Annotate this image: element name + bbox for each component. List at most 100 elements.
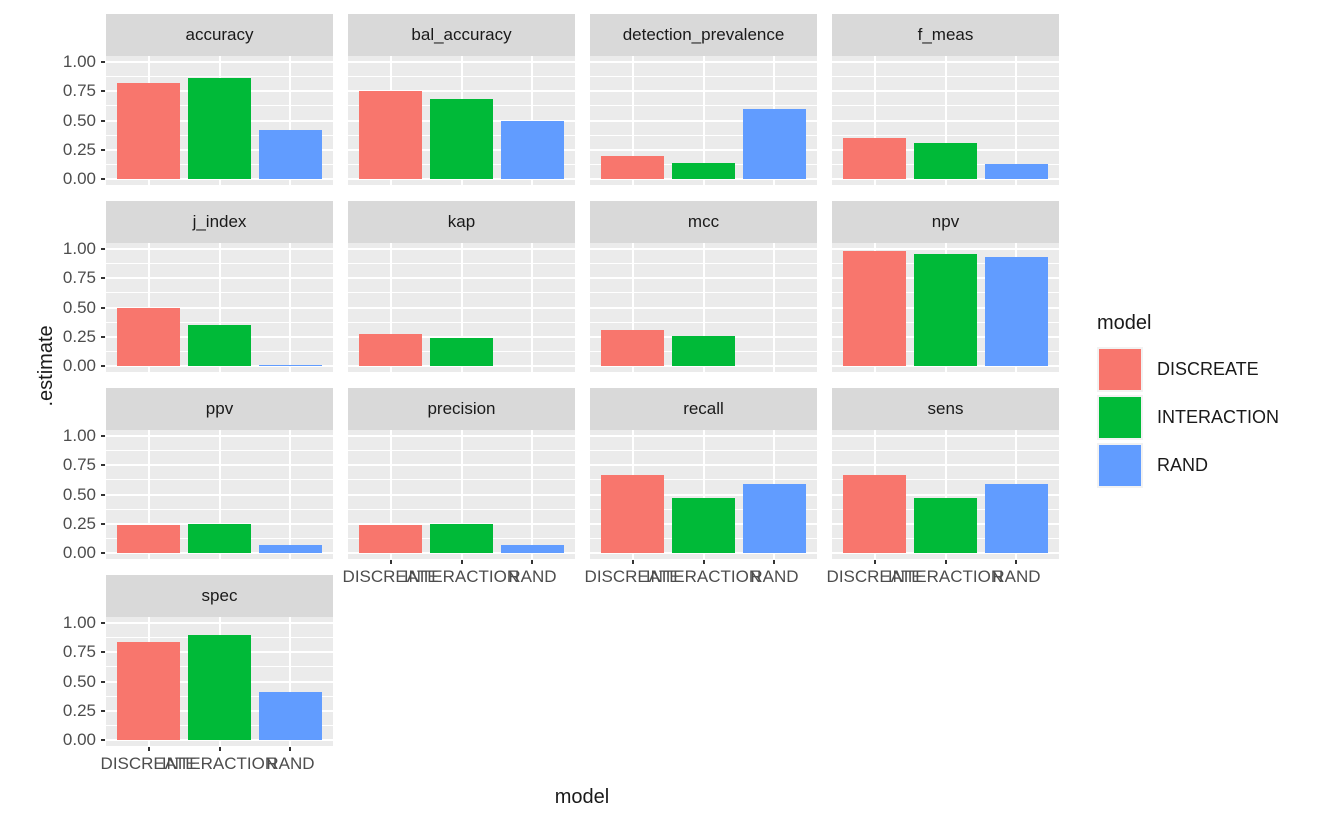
facet-title: ppv [205, 399, 234, 418]
y-tick-label: 0.50 [62, 671, 96, 691]
y-tick-label: 0.50 [62, 297, 96, 317]
vertical-gridline [531, 243, 534, 372]
facet-panel [590, 243, 817, 372]
y-tick-mark [101, 739, 105, 741]
bar-discreate [600, 474, 665, 553]
x-tick-label: RAND [266, 754, 315, 773]
facet-title: npv [931, 212, 960, 231]
y-tick-mark [101, 365, 105, 367]
y-tick-mark [101, 277, 105, 280]
bar-interaction [913, 142, 978, 179]
y-tick-label: 0.25 [62, 513, 96, 533]
bar-interaction [429, 523, 494, 553]
facet-strip: sens [832, 388, 1059, 430]
vertical-gridline [289, 56, 292, 185]
facet-title: precision [427, 399, 496, 418]
x-tick-label: RAND [750, 567, 799, 586]
y-tick-mark [101, 552, 105, 554]
vertical-gridline [389, 430, 392, 559]
x-tick-label: RAND [508, 567, 557, 586]
x-tick-label: DISCREATE [342, 567, 439, 586]
vertical-gridline [389, 243, 392, 372]
bar-rand [742, 108, 807, 179]
bar-rand [984, 257, 1049, 366]
legend-swatch [1097, 395, 1143, 440]
vertical-gridline [1015, 56, 1018, 185]
bar-rand [984, 483, 1049, 553]
facet-title: bal_accuracy [411, 25, 512, 44]
vertical-gridline [218, 243, 221, 372]
y-tick-label: 0.75 [62, 455, 96, 475]
bar-interaction [187, 325, 252, 366]
y-tick-label: 1.00 [62, 426, 96, 445]
bar-interaction [429, 337, 494, 366]
facet-title: f_meas [917, 25, 974, 44]
y-tick-label: 0.50 [62, 110, 96, 130]
bar-discreate [116, 83, 181, 179]
x-tick-mark [631, 560, 634, 564]
x-tick-mark [289, 747, 292, 751]
y-tick-label: 0.75 [62, 81, 96, 101]
vertical-gridline [873, 56, 876, 185]
legend-item: INTERACTION [1097, 395, 1279, 440]
y-tick-mark [101, 680, 105, 683]
y-tick-mark [101, 90, 105, 93]
bar-discreate [116, 641, 181, 740]
x-tick-label: INTERACTION [645, 567, 762, 586]
facet-strip: accuracy [106, 14, 333, 56]
y-tick-label: 0.00 [62, 543, 96, 562]
bar-discreate [358, 91, 423, 179]
facet-title: detection_prevalence [622, 25, 785, 44]
x-tick-label: DISCREATE [100, 754, 197, 773]
y-tick-label: 0.25 [62, 139, 96, 159]
facet-title: accuracy [185, 25, 254, 44]
x-tick-mark [531, 560, 534, 564]
facet-panel [106, 430, 333, 559]
facet-strip: spec [106, 575, 333, 617]
facet-panel [832, 243, 1059, 372]
y-tick-label: 1.00 [62, 239, 96, 258]
facet-strip: recall [590, 388, 817, 430]
bar-discreate [358, 334, 423, 366]
facet-strip: f_meas [832, 14, 1059, 56]
vertical-gridline [944, 56, 947, 185]
bar-rand [500, 544, 565, 553]
x-tick-label: DISCREATE [584, 567, 681, 586]
bar-discreate [600, 329, 665, 366]
y-tick-label: 0.00 [62, 730, 96, 749]
vertical-gridline [702, 56, 705, 185]
bar-interaction [671, 498, 736, 553]
facet-title: sens [927, 399, 964, 418]
vertical-gridline [702, 430, 705, 559]
y-tick-mark [101, 651, 105, 654]
facet-panel [106, 617, 333, 746]
facet-panel [832, 430, 1059, 559]
y-tick-label: 1.00 [62, 52, 96, 71]
legend-item-label: DISCREATE [1157, 359, 1259, 379]
y-tick-mark [101, 335, 105, 338]
facet-panel [348, 430, 575, 559]
facet-panel [590, 430, 817, 559]
y-tick-label: 0.50 [62, 484, 96, 504]
facet-panel [106, 56, 333, 185]
x-tick-mark [1015, 560, 1018, 564]
y-tick-label: 0.75 [62, 642, 96, 662]
legend-swatch [1097, 443, 1143, 488]
facet-strip: mcc [590, 201, 817, 243]
bar-discreate [116, 307, 181, 366]
y-tick-mark [101, 148, 105, 151]
y-tick-label: 0.25 [62, 326, 96, 346]
legend-title: model [1097, 312, 1152, 334]
bar-interaction [671, 335, 736, 366]
y-tick-mark [101, 178, 105, 180]
x-tick-label: INTERACTION [403, 567, 520, 586]
x-tick-mark [389, 560, 392, 564]
legend-item-label: RAND [1157, 455, 1209, 475]
x-tick-mark [460, 560, 463, 564]
vertical-gridline [289, 243, 292, 372]
legend-items: DISCREATE INTERACTION RAND [1097, 347, 1279, 488]
vertical-gridline [460, 430, 463, 559]
bar-interaction [913, 498, 978, 553]
vertical-gridline [218, 430, 221, 559]
facet-title: kap [447, 212, 476, 231]
